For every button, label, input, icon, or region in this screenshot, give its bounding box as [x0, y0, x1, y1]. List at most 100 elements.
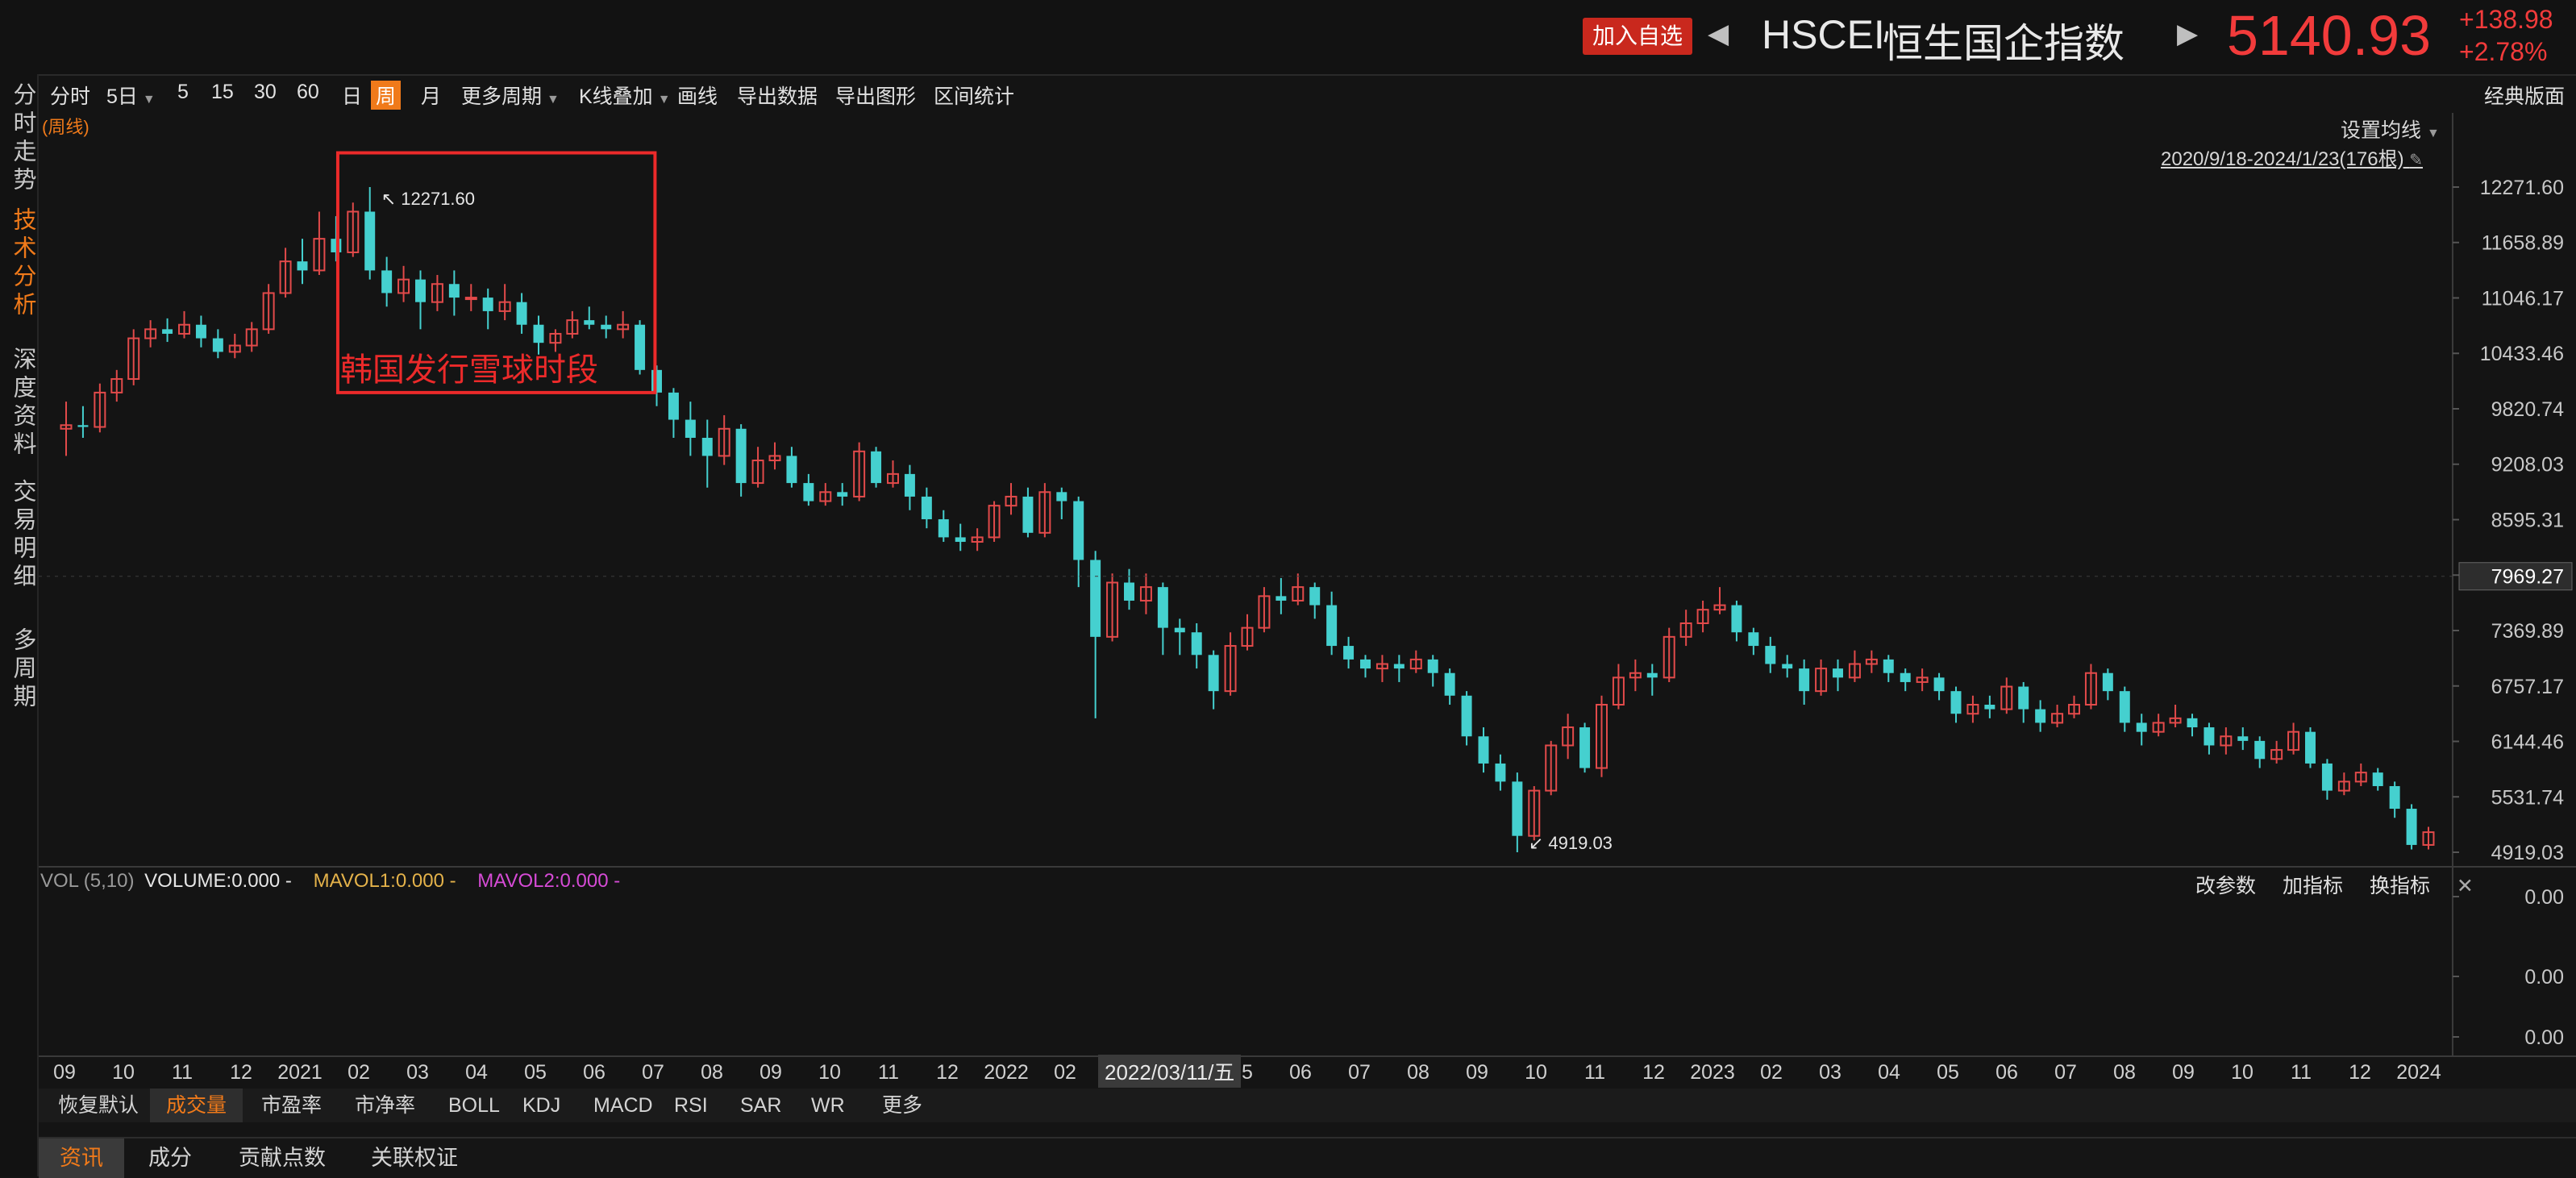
candle-body-down: [1950, 691, 1962, 714]
candle-body-up: [2000, 685, 2013, 710]
tb-kline-overlay[interactable]: K线叠加 ▼: [579, 85, 671, 108]
tb-15min[interactable]: 15: [211, 81, 234, 103]
high-label: ↖ 12271.60: [381, 189, 475, 209]
tb-draw-line[interactable]: 画线: [677, 85, 718, 108]
nav-multi-period[interactable]: 多周期: [10, 627, 35, 712]
candle-body-down: [297, 261, 308, 271]
candle-body-down: [364, 211, 376, 271]
index-name: 恒生国企指数: [1883, 21, 2124, 66]
candle-body-down: [1883, 659, 1894, 673]
crosshair-value: 7969.27: [2491, 566, 2564, 589]
nav-intraday[interactable]: 分时走势: [10, 82, 35, 195]
x-tick-label: 10: [818, 1061, 841, 1084]
tab-contribution[interactable]: 贡献点数: [239, 1146, 326, 1170]
volume-value: VOLUME:0.000 -: [144, 870, 292, 892]
nav-trades[interactable]: 交易明细: [10, 479, 35, 592]
crosshair-value-box: [2458, 562, 2573, 591]
candle-body-up: [1258, 595, 1271, 629]
candle-body-down: [415, 279, 426, 302]
switch-indicator-button[interactable]: 换指标: [2369, 875, 2430, 897]
x-tick-label: 12: [1642, 1061, 1665, 1084]
tab-kdj[interactable]: KDJ: [522, 1094, 561, 1117]
layout-button[interactable]: 经典版面: [2483, 85, 2565, 108]
close-icon[interactable]: ✕: [2456, 875, 2474, 897]
tab-news[interactable]: 资讯: [39, 1138, 124, 1178]
tb-30min[interactable]: 30: [254, 81, 277, 103]
candle-body-up: [988, 505, 1001, 539]
candle-body-down: [195, 324, 206, 339]
candle-body-up: [1005, 495, 1017, 507]
candle-body-down: [1343, 646, 1355, 660]
tb-weekly[interactable]: 周: [371, 81, 402, 110]
volume-legend: VOL (5,10) VOLUME:0.000 - MAVOL1:0.000 -…: [40, 870, 636, 893]
x-tick-label: 08: [2113, 1061, 2136, 1084]
tb-5min[interactable]: 5: [177, 81, 189, 103]
price-tick-label: 11046.17: [2482, 288, 2564, 310]
triangle-left-icon[interactable]: ◀: [1708, 19, 1729, 49]
tab-pe[interactable]: 市盈率: [261, 1094, 323, 1117]
candle-body-down: [2119, 691, 2130, 723]
x-tick-label: 05: [524, 1061, 547, 1084]
add-indicator-button[interactable]: 加指标: [2282, 875, 2343, 897]
candle-body-up: [1966, 703, 1979, 715]
tab-boll[interactable]: BOLL: [448, 1094, 500, 1117]
candle-body-down: [482, 298, 493, 311]
candle-body-down: [516, 302, 527, 325]
candle-body-up: [549, 332, 562, 344]
triangle-right-icon[interactable]: ▶: [2177, 19, 2199, 49]
x-tick-label: 04: [465, 1061, 488, 1084]
tb-intraday[interactable]: 分时: [50, 85, 91, 108]
candle-body-down: [2204, 727, 2215, 746]
tab-warrants[interactable]: 关联权证: [371, 1146, 458, 1170]
x-tick-label: 11: [172, 1061, 193, 1084]
volume-title: VOL (5,10): [40, 870, 135, 892]
tb-range-stats[interactable]: 区间统计: [934, 85, 1015, 108]
candle-body-up: [245, 328, 258, 347]
range-label[interactable]: 2020/9/18-2024/1/23(176根) ✎: [2161, 148, 2423, 170]
x-tick-label: 11: [1584, 1061, 1605, 1084]
ma-setting-button[interactable]: 设置均线 ▼: [2341, 119, 2440, 142]
candle-body-down: [1208, 655, 1219, 692]
tb-monthly[interactable]: 月: [421, 85, 442, 108]
x-tick-label: 07: [642, 1061, 664, 1084]
tab-sar[interactable]: SAR: [740, 1094, 782, 1117]
nav-technical[interactable]: 技术分析: [10, 207, 35, 320]
tab-wr[interactable]: WR: [811, 1094, 845, 1117]
edit-params-button[interactable]: 改参数: [2195, 875, 2257, 897]
x-tick-label: 09: [1466, 1061, 1488, 1084]
candle-body-down: [701, 437, 713, 456]
tb-export-chart[interactable]: 导出图形: [835, 85, 917, 108]
tab-more[interactable]: 更多: [882, 1094, 923, 1117]
nav-fundamentals[interactable]: 深度资料: [10, 347, 35, 460]
candle-body-down: [1799, 668, 1810, 692]
candle-body-down: [1579, 727, 1591, 768]
tb-5day[interactable]: 5日 ▼: [106, 85, 156, 108]
tab-macd[interactable]: MACD: [593, 1094, 653, 1117]
candle-body-up: [2068, 703, 2080, 715]
candle-body-down: [584, 320, 595, 325]
tab-restore-default[interactable]: 恢复默认: [58, 1094, 139, 1117]
tb-60min[interactable]: 60: [297, 81, 319, 103]
candle-body-up: [464, 297, 477, 301]
candle-body-down: [635, 324, 646, 370]
tab-pb[interactable]: 市净率: [355, 1094, 416, 1117]
mavol2-value: MAVOL2:0.000 -: [477, 870, 621, 892]
tab-rsi[interactable]: RSI: [674, 1094, 708, 1117]
tb-export-data[interactable]: 导出数据: [737, 85, 818, 108]
pin-icon: ✎: [2409, 152, 2423, 169]
tab-volume[interactable]: 成交量: [150, 1089, 243, 1122]
candle-body-down: [2035, 709, 2046, 723]
candle-body-down: [803, 483, 814, 502]
candle-body-down: [162, 329, 173, 334]
add-watchlist-button[interactable]: 加入自选: [1583, 18, 1692, 55]
price-tick-label: 10433.46: [2480, 343, 2564, 365]
x-tick-label: 02: [1760, 1061, 1783, 1084]
x-tick-label: 10: [1525, 1061, 1547, 1084]
candle-body-down: [1833, 668, 1843, 678]
x-tick-label: 08: [1407, 1061, 1429, 1084]
tab-constituents[interactable]: 成分: [148, 1146, 192, 1170]
tb-daily[interactable]: 日: [342, 85, 363, 108]
tb-more-periods[interactable]: 更多周期 ▼: [461, 85, 560, 108]
candle-body-down: [1984, 704, 1995, 710]
